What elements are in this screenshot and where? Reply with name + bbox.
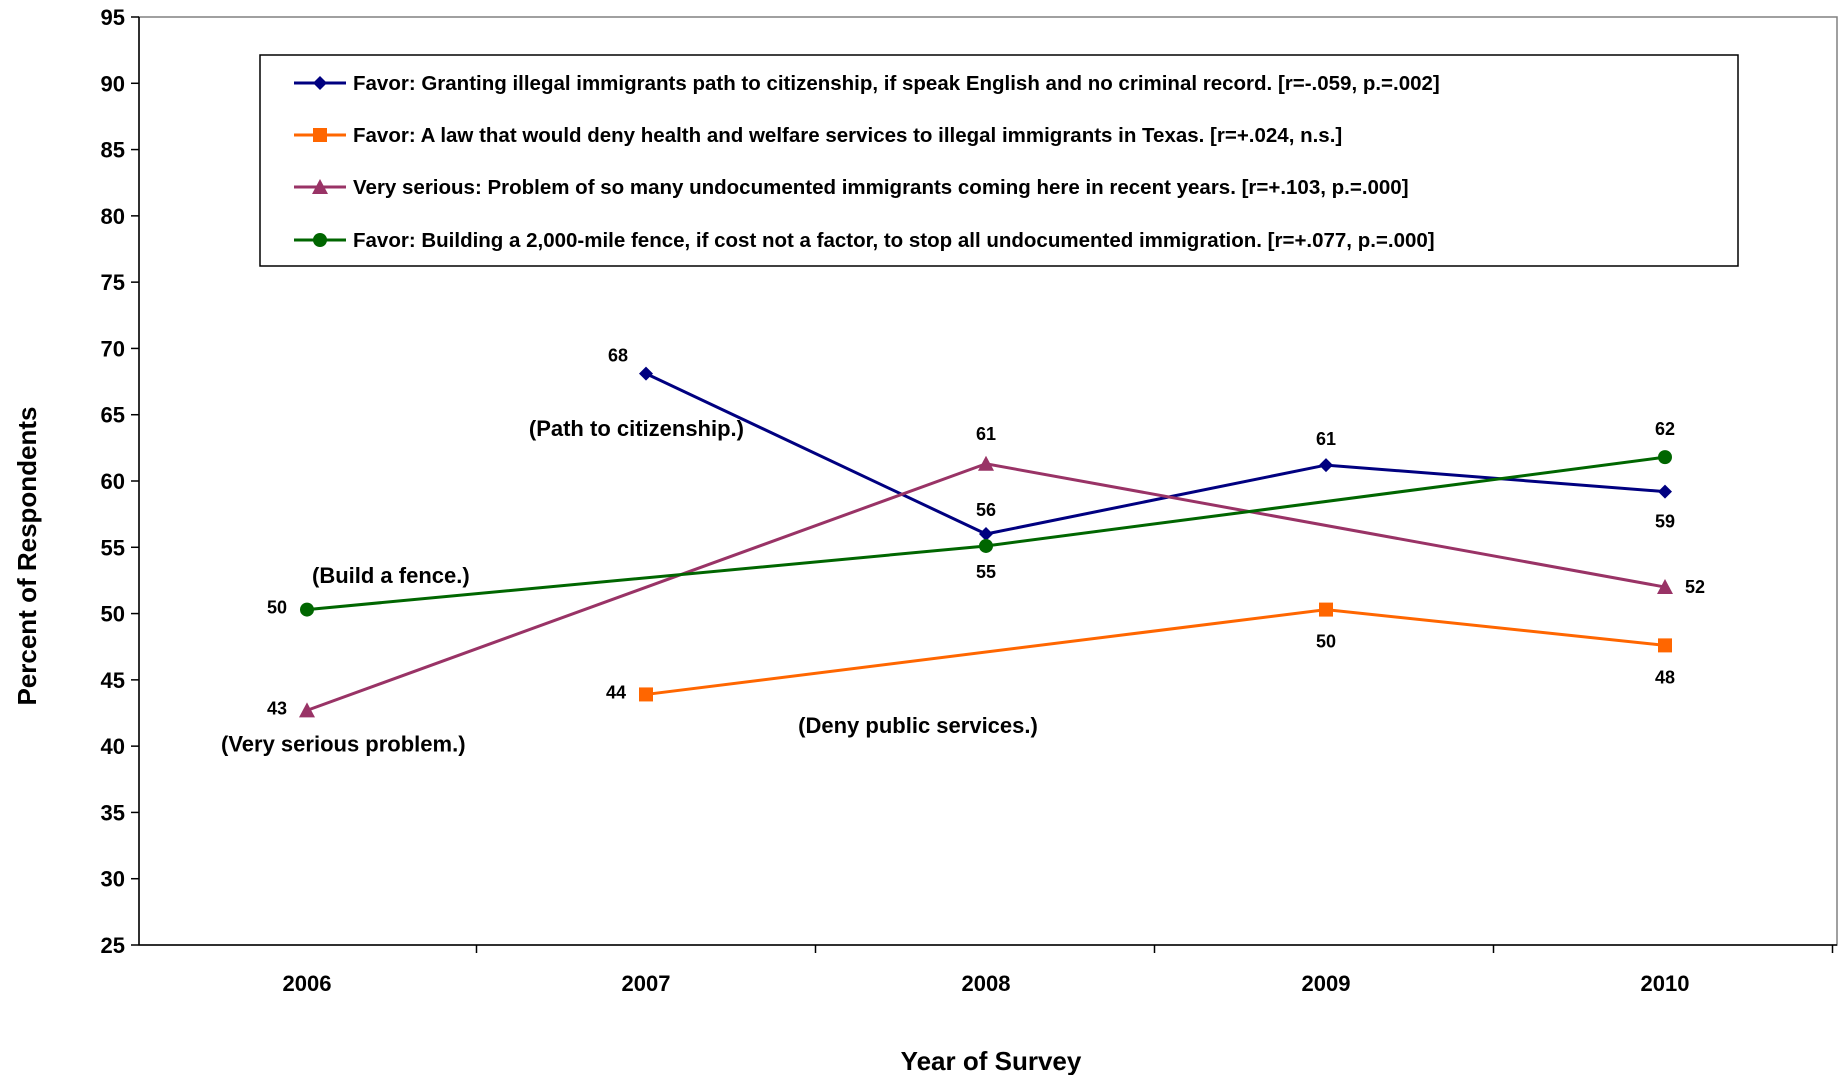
x-tick-label: 2009 xyxy=(1302,971,1351,996)
y-tick-label: 90 xyxy=(101,71,125,96)
data-point xyxy=(1657,579,1673,595)
legend-item: Very serious: Problem of so many undocum… xyxy=(294,176,1409,199)
y-tick-label: 25 xyxy=(101,933,125,958)
legend-item: Favor: Building a 2,000-mile fence, if c… xyxy=(294,229,1435,252)
y-tick-label: 50 xyxy=(101,602,125,627)
data-label: 56 xyxy=(976,500,996,520)
y-axis: 25 30 35 40 45 50 55 60 65 70 75 80 85 90 95 xyxy=(101,5,140,958)
y-tick-label: 60 xyxy=(101,469,125,494)
y-tick-label: 45 xyxy=(101,668,125,693)
legend-label: Very serious: Problem of so many undocum… xyxy=(353,176,1409,199)
y-tick-label: 35 xyxy=(101,800,125,825)
x-tick-label: 2007 xyxy=(622,971,671,996)
data-point xyxy=(639,366,653,381)
data-label: 52 xyxy=(1685,577,1705,597)
annotation-label: (Deny public services.) xyxy=(798,713,1038,738)
y-tick-label: 75 xyxy=(101,270,125,295)
data-label: 48 xyxy=(1655,667,1675,687)
annotation-layer: (Path to citizenship.) (Build a fence.) (V… xyxy=(221,416,1038,757)
legend: Favor: Granting illegal immigrants path … xyxy=(259,54,1739,267)
legend-label: Favor: A law that would deny health and … xyxy=(353,124,1342,147)
series-1: 68 56 61 59 xyxy=(608,346,1675,542)
legend-swatch-marker xyxy=(313,233,327,247)
series-3: 43 61 52 xyxy=(267,424,1705,719)
data-point xyxy=(1658,638,1672,653)
x-tick-label: 2008 xyxy=(962,971,1011,996)
data-point xyxy=(978,455,994,471)
legend-item: Favor: Granting illegal immigrants path … xyxy=(294,72,1440,95)
data-label: 61 xyxy=(976,424,996,444)
series-line xyxy=(645,608,1666,696)
data-label: 55 xyxy=(976,562,996,582)
x-tick-label: 2010 xyxy=(1641,971,1690,996)
y-tick-label: 80 xyxy=(101,204,125,229)
y-axis-title: Percent of Respondents xyxy=(12,406,42,705)
legend-swatch-marker xyxy=(313,76,327,90)
annotation-label: (Path to citizenship.) xyxy=(529,416,744,441)
x-axis: 2006 2007 2008 2009 2010 xyxy=(139,944,1837,996)
y-tick-label: 95 xyxy=(101,5,125,30)
data-point xyxy=(299,702,315,718)
data-point xyxy=(300,602,314,617)
data-label: 50 xyxy=(267,598,287,618)
legend-swatch-marker xyxy=(313,128,327,142)
y-tick-label: 65 xyxy=(101,403,125,428)
data-label: 44 xyxy=(606,682,626,702)
data-point xyxy=(1658,484,1672,499)
data-label: 43 xyxy=(267,698,287,718)
legend-label: Favor: Granting illegal immigrants path … xyxy=(353,72,1440,95)
data-point xyxy=(979,538,993,553)
legend-swatch-marker xyxy=(312,179,328,194)
y-tick-label: 70 xyxy=(101,336,125,361)
data-label: 61 xyxy=(1316,429,1336,449)
data-point xyxy=(1319,458,1333,473)
series-line xyxy=(645,372,1666,536)
data-point xyxy=(639,687,653,702)
data-label: 59 xyxy=(1655,512,1675,532)
data-label: 50 xyxy=(1316,632,1336,652)
series-2: 44 50 48 xyxy=(606,602,1675,702)
legend-label: Favor: Building a 2,000-mile fence, if c… xyxy=(353,229,1435,252)
series-4: 50 55 62 xyxy=(267,419,1675,617)
series-layer: 68 56 61 59 44 50 48 43 61 52 50 55 62 xyxy=(267,346,1705,719)
y-tick-label: 55 xyxy=(101,535,125,560)
legend-box xyxy=(259,54,1739,267)
annotation-label: (Build a fence.) xyxy=(312,563,470,588)
annotation-label: (Very serious problem.) xyxy=(221,731,466,756)
y-tick-label: 40 xyxy=(101,734,125,759)
y-tick-label: 30 xyxy=(101,867,125,892)
data-point xyxy=(1319,602,1333,617)
data-point xyxy=(1658,450,1672,465)
x-tick-label: 2006 xyxy=(283,971,332,996)
data-point xyxy=(979,527,993,542)
legend-item: Favor: A law that would deny health and … xyxy=(294,124,1342,147)
x-axis-title: Year of Survey xyxy=(901,1046,1082,1075)
data-label: 68 xyxy=(608,346,628,366)
data-label: 62 xyxy=(1655,419,1675,439)
y-tick-label: 85 xyxy=(101,138,125,163)
